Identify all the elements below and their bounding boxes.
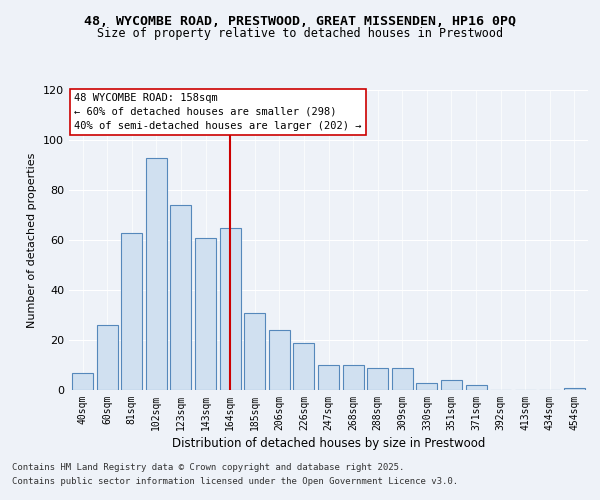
Text: 48 WYCOMBE ROAD: 158sqm
← 60% of detached houses are smaller (298)
40% of semi-d: 48 WYCOMBE ROAD: 158sqm ← 60% of detache… xyxy=(74,93,362,131)
Bar xyxy=(416,382,437,390)
Text: Size of property relative to detached houses in Prestwood: Size of property relative to detached ho… xyxy=(97,28,503,40)
Bar xyxy=(170,205,191,390)
Bar xyxy=(269,330,290,390)
Bar xyxy=(343,365,364,390)
Text: Contains HM Land Registry data © Crown copyright and database right 2025.: Contains HM Land Registry data © Crown c… xyxy=(12,462,404,471)
Bar xyxy=(97,325,118,390)
Bar xyxy=(195,238,216,390)
Text: Contains public sector information licensed under the Open Government Licence v3: Contains public sector information licen… xyxy=(12,478,458,486)
Bar xyxy=(244,312,265,390)
Y-axis label: Number of detached properties: Number of detached properties xyxy=(28,152,37,328)
Bar xyxy=(146,158,167,390)
Bar xyxy=(367,368,388,390)
Bar xyxy=(293,342,314,390)
X-axis label: Distribution of detached houses by size in Prestwood: Distribution of detached houses by size … xyxy=(172,437,485,450)
Bar xyxy=(392,368,413,390)
Bar xyxy=(466,385,487,390)
Bar xyxy=(121,232,142,390)
Bar xyxy=(441,380,462,390)
Text: 48, WYCOMBE ROAD, PRESTWOOD, GREAT MISSENDEN, HP16 0PQ: 48, WYCOMBE ROAD, PRESTWOOD, GREAT MISSE… xyxy=(84,15,516,28)
Bar xyxy=(564,388,585,390)
Bar xyxy=(72,372,93,390)
Bar xyxy=(318,365,339,390)
Bar xyxy=(220,228,241,390)
